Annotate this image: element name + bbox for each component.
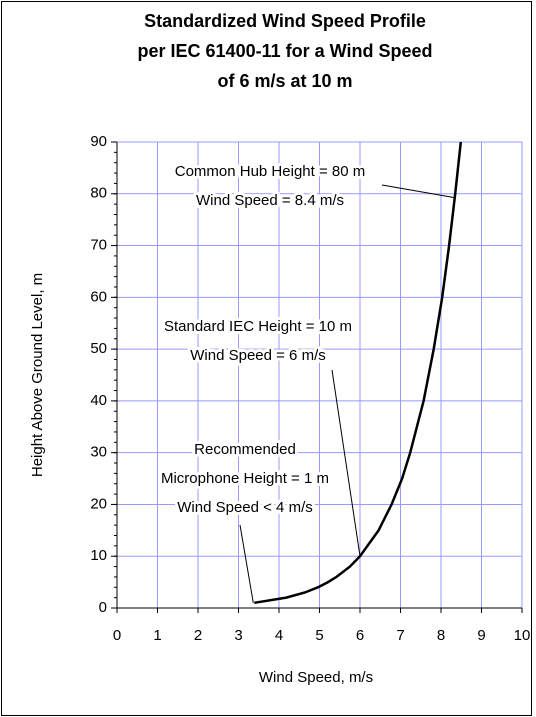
annotation-leader <box>239 524 254 603</box>
annotation: Wind Speed = 6 m/s <box>190 347 325 364</box>
y-tick-label: 20 <box>90 495 107 512</box>
x-tick-label: 10 <box>514 627 531 644</box>
annotation: Microphone Height = 1 m <box>161 470 329 487</box>
annotation: Recommended <box>194 441 296 458</box>
x-tick-label: 4 <box>275 627 283 644</box>
y-tick-label: 40 <box>90 392 107 409</box>
y-tick-label: 30 <box>90 444 107 461</box>
chart-title: Standardized Wind Speed Profile <box>144 11 426 31</box>
x-tick-label: 8 <box>437 627 445 644</box>
annotation-leader <box>381 184 456 199</box>
y-tick-label: 80 <box>90 185 107 202</box>
y-tick-label: 10 <box>90 547 107 564</box>
line-series <box>254 141 463 605</box>
y-tick-label: 70 <box>90 237 107 254</box>
y-tick-label: 0 <box>99 599 107 616</box>
x-tick-label: 2 <box>194 627 202 644</box>
x-tick-label: 5 <box>315 627 323 644</box>
y-tick-label: 50 <box>90 340 107 357</box>
x-tick-label: 7 <box>396 627 404 644</box>
annotation: Standard IEC Height = 10 m <box>164 318 352 335</box>
x-tick-label: 0 <box>113 627 121 644</box>
annotation: Wind Speed = 8.4 m/s <box>196 192 344 209</box>
chart-title: of 6 m/s at 10 m <box>217 71 352 91</box>
x-axis-label: Wind Speed, m/s <box>259 669 373 686</box>
x-tick-label: 3 <box>234 627 242 644</box>
chart-title: per IEC 61400-11 for a Wind Speed <box>138 41 433 61</box>
x-tick-label: 9 <box>477 627 485 644</box>
x-tick-label: 6 <box>356 627 364 644</box>
y-axis-label: Height Above Ground Level, m <box>29 273 46 477</box>
annotation: Wind Speed < 4 m/s <box>177 499 312 516</box>
annotation: Common Hub Height = 80 m <box>175 163 366 180</box>
y-tick-label: 60 <box>90 288 107 305</box>
y-tick-label: 90 <box>90 133 107 150</box>
annotation-leader <box>331 369 361 557</box>
x-tick-label: 1 <box>153 627 161 644</box>
